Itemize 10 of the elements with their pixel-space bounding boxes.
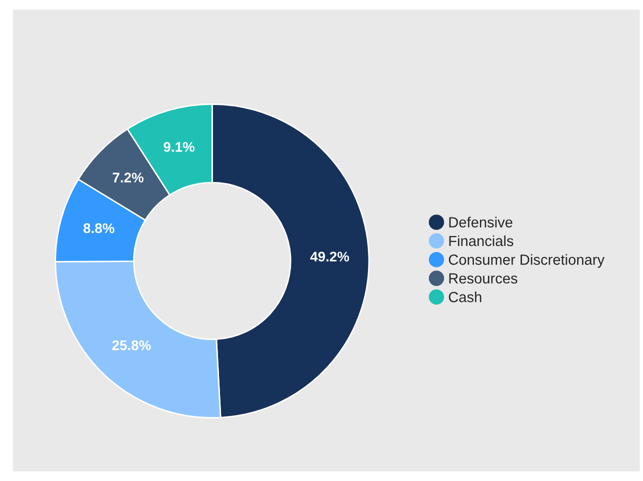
legend-label: Cash xyxy=(448,292,482,302)
legend-label: Consumer Discretionary xyxy=(448,254,605,268)
data-label: 25.8% xyxy=(112,340,151,350)
data-label: 49.2% xyxy=(310,252,350,262)
data-label: 9.1% xyxy=(164,142,195,152)
data-label: 8.8% xyxy=(84,223,114,234)
data-label: 7.2% xyxy=(112,172,144,182)
legend-label: Resources xyxy=(449,273,518,284)
legend-label: Defensive xyxy=(449,216,512,228)
legend-label: Financials xyxy=(449,235,514,246)
